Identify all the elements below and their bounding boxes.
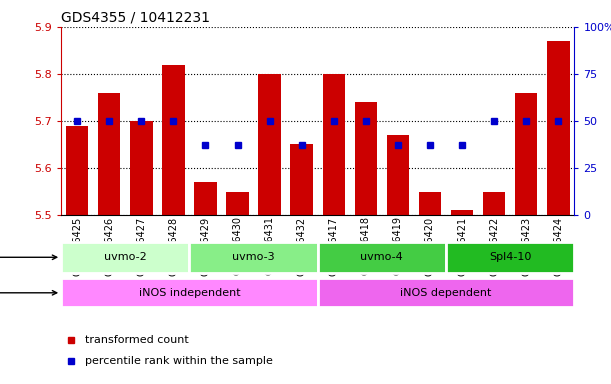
Bar: [226, 192, 249, 215]
Text: iNOS independent: iNOS independent: [139, 288, 240, 298]
Text: iNOS dependent: iNOS dependent: [400, 288, 492, 298]
Bar: [318, 278, 574, 308]
Bar: [451, 210, 474, 215]
Bar: [354, 102, 377, 215]
Bar: [446, 242, 574, 273]
Bar: [515, 93, 538, 215]
Text: GDS4355 / 10412231: GDS4355 / 10412231: [61, 10, 210, 24]
Bar: [189, 242, 318, 273]
Bar: [130, 121, 153, 215]
Text: percentile rank within the sample: percentile rank within the sample: [84, 356, 273, 366]
Bar: [98, 93, 120, 215]
Bar: [323, 74, 345, 215]
Bar: [194, 182, 217, 215]
Text: transformed count: transformed count: [84, 335, 188, 345]
Text: uvmo-2: uvmo-2: [104, 252, 147, 262]
Bar: [290, 144, 313, 215]
Bar: [258, 74, 281, 215]
Text: Spl4-10: Spl4-10: [489, 252, 532, 262]
Text: uvmo-4: uvmo-4: [360, 252, 403, 262]
Bar: [66, 126, 89, 215]
Text: cell type: cell type: [0, 288, 57, 298]
Bar: [162, 65, 185, 215]
Bar: [61, 278, 318, 308]
Text: cell line: cell line: [0, 252, 57, 262]
Bar: [419, 192, 441, 215]
Text: uvmo-3: uvmo-3: [232, 252, 275, 262]
Bar: [387, 135, 409, 215]
Bar: [318, 242, 446, 273]
Bar: [483, 192, 505, 215]
Bar: [61, 242, 189, 273]
Bar: [547, 41, 569, 215]
